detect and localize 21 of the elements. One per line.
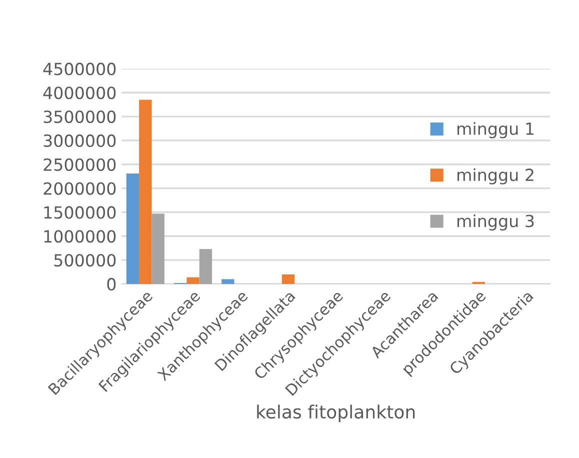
x-axis-title: kelas fitoplankton xyxy=(257,404,415,422)
bar xyxy=(126,173,140,284)
bar xyxy=(222,279,234,284)
bar xyxy=(152,214,164,284)
legend-label: minggu 2 xyxy=(458,168,534,184)
y-tick-label: 3000000 xyxy=(44,134,116,148)
y-tick-label: 2500000 xyxy=(44,158,116,171)
y-tick-label: 3500000 xyxy=(44,110,116,124)
y-tick-label: 0 xyxy=(107,278,116,291)
y-tick-label: 1000000 xyxy=(44,230,116,243)
bar xyxy=(139,100,152,284)
y-tick-label: 500000 xyxy=(54,254,116,267)
y-tick-label: 4500000 xyxy=(43,62,116,76)
y-tick-label: 4000000 xyxy=(43,86,116,100)
y-tick-label: 2000000 xyxy=(44,182,116,195)
legend-label: minggu 3 xyxy=(458,214,534,231)
bar xyxy=(282,274,295,284)
y-tick-label: 1500000 xyxy=(44,206,116,219)
bar xyxy=(186,277,200,284)
bar xyxy=(199,249,212,284)
legend-label: minggu 1 xyxy=(458,122,534,138)
